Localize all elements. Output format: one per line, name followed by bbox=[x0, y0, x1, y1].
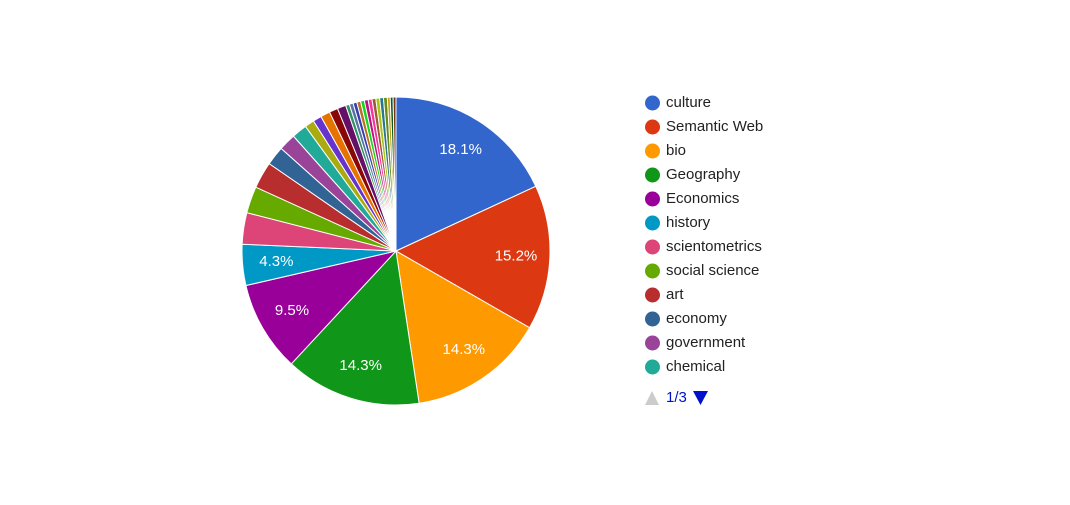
legend-swatch bbox=[645, 335, 660, 351]
legend-label: social science bbox=[666, 262, 759, 279]
legend-swatch bbox=[645, 167, 660, 183]
legend-swatch bbox=[645, 215, 660, 231]
pie-slice bbox=[395, 250, 531, 404]
legend-label: Geography bbox=[666, 166, 741, 183]
legend-swatch bbox=[645, 143, 660, 159]
slice-label: 4.3% bbox=[259, 253, 293, 270]
legend-swatch bbox=[645, 311, 660, 327]
pie-slice bbox=[392, 96, 397, 252]
slice-label: 15.2% bbox=[495, 247, 538, 264]
legend-swatch bbox=[645, 239, 660, 255]
legend-swatch bbox=[645, 191, 660, 207]
pie-slice bbox=[245, 250, 398, 365]
pie-slice bbox=[395, 96, 537, 252]
legend-swatch bbox=[645, 287, 660, 303]
slice-label: 9.5% bbox=[275, 302, 309, 319]
legend-label: bio bbox=[666, 142, 686, 159]
legend-swatch bbox=[645, 359, 660, 375]
legend-swatch bbox=[645, 119, 660, 135]
legend-next[interactable] bbox=[693, 391, 708, 405]
legend-label: culture bbox=[666, 94, 711, 111]
legend-label: Semantic Web bbox=[666, 118, 763, 135]
legend-label: history bbox=[666, 214, 711, 231]
legend-label: scientometrics bbox=[666, 238, 762, 255]
slice-label: 18.1% bbox=[439, 141, 482, 158]
pie-slice bbox=[394, 185, 551, 329]
legend-page: 1/3 bbox=[666, 389, 687, 406]
legend-label: government bbox=[666, 334, 746, 351]
legend-label: economy bbox=[666, 310, 727, 327]
legend-prev[interactable] bbox=[645, 391, 659, 405]
pie-slice bbox=[290, 249, 420, 406]
legend-swatch bbox=[645, 263, 660, 279]
legend-swatch bbox=[645, 95, 660, 111]
legend-label: chemical bbox=[666, 358, 725, 375]
legend-label: art bbox=[666, 286, 684, 303]
slice-label: 14.3% bbox=[339, 357, 382, 374]
legend-label: Economics bbox=[666, 190, 739, 207]
slice-label: 14.3% bbox=[443, 341, 486, 358]
